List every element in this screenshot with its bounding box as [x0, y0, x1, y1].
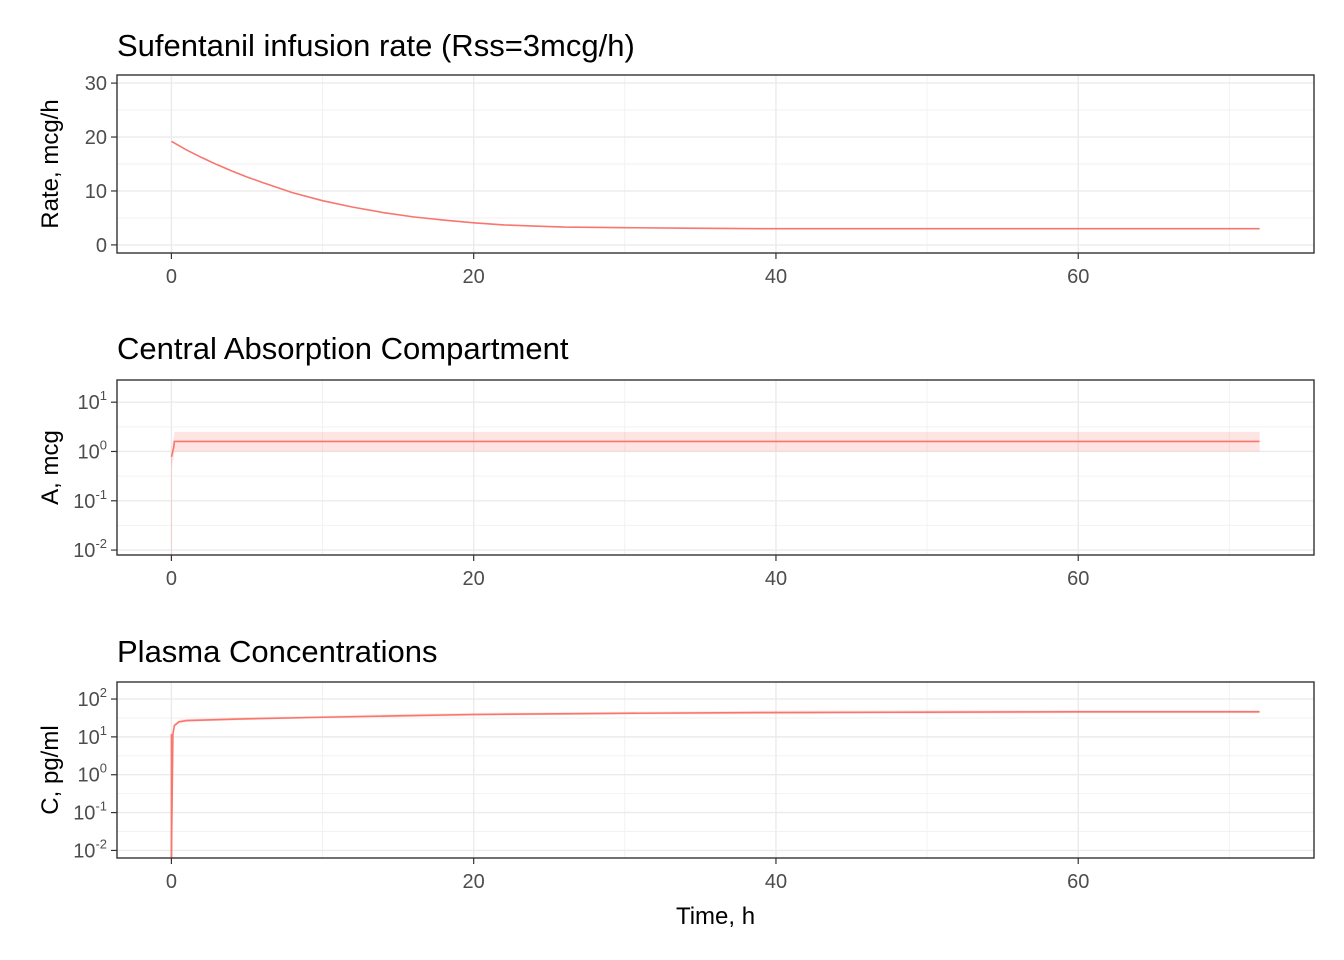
x-tick-label: 60 [1067, 871, 1089, 893]
x-tick-label: 0 [166, 266, 177, 288]
y-tick-label: 100 [78, 437, 107, 463]
y-tick-label: 10-2 [73, 836, 107, 862]
chart-title: Plasma Concentrations [117, 634, 438, 669]
x-tick-label: 40 [765, 568, 787, 590]
y-tick-label: 10-2 [73, 536, 107, 562]
series-line [171, 140, 1260, 230]
x-tick-label: 20 [463, 568, 485, 590]
gridlines [117, 682, 1314, 858]
chart-title: Central Absorption Compartment [117, 331, 569, 366]
y-axis-label: A, mcg [37, 430, 64, 505]
data-marks [171, 140, 1260, 230]
y-tick-label: 100 [78, 761, 107, 787]
y-tick-label: 10 [85, 181, 107, 203]
data-marks [170, 431, 1260, 555]
x-tick-label: 40 [765, 266, 787, 288]
x-tick-label: 60 [1067, 568, 1089, 590]
x-tick-label: 20 [463, 871, 485, 893]
x-tick-label: 40 [765, 871, 787, 893]
x-tick-label: 20 [463, 266, 485, 288]
gridlines [117, 75, 1314, 253]
panel-1: 0 20 40 60 0 10 20 30 Sufentanil infusion rate (… [37, 28, 1315, 288]
y-axis-label: Rate, mcg/h [37, 99, 64, 228]
series-line [170, 440, 1260, 457]
y-axis-label: C, pg/ml [37, 725, 64, 814]
y-tick-label: 101 [78, 388, 107, 414]
chart-title: Sufentanil infusion rate (Rss=3mcg/h) [117, 28, 635, 63]
data-marks [170, 710, 1260, 858]
x-tick-label: 60 [1067, 266, 1089, 288]
series-line [170, 711, 1260, 858]
y-tick-label: 0 [96, 235, 107, 257]
y-tick-label: 30 [85, 73, 107, 95]
x-tick-label: 0 [166, 871, 177, 893]
panel-3: 0 20 40 60 10-2 10-1 100 101 102 Plasma Concentra… [37, 634, 1315, 930]
y-tick-label: 102 [78, 685, 107, 711]
y-tick-label: 10-1 [73, 799, 107, 825]
x-axis-label: Time, h [676, 903, 755, 930]
panel-border [116, 681, 1315, 859]
panel-border [116, 379, 1315, 556]
x-tick-label: 0 [166, 568, 177, 590]
y-tick-label: 20 [85, 127, 107, 149]
panel-2: 0 20 40 60 10-2 10-1 100 101 Central Absorption … [37, 331, 1315, 590]
y-tick-label: 10-1 [73, 487, 107, 513]
panel-border [116, 74, 1315, 254]
plot-background [117, 380, 1314, 555]
y-tick-label: 101 [78, 723, 107, 749]
gridlines [117, 380, 1314, 555]
